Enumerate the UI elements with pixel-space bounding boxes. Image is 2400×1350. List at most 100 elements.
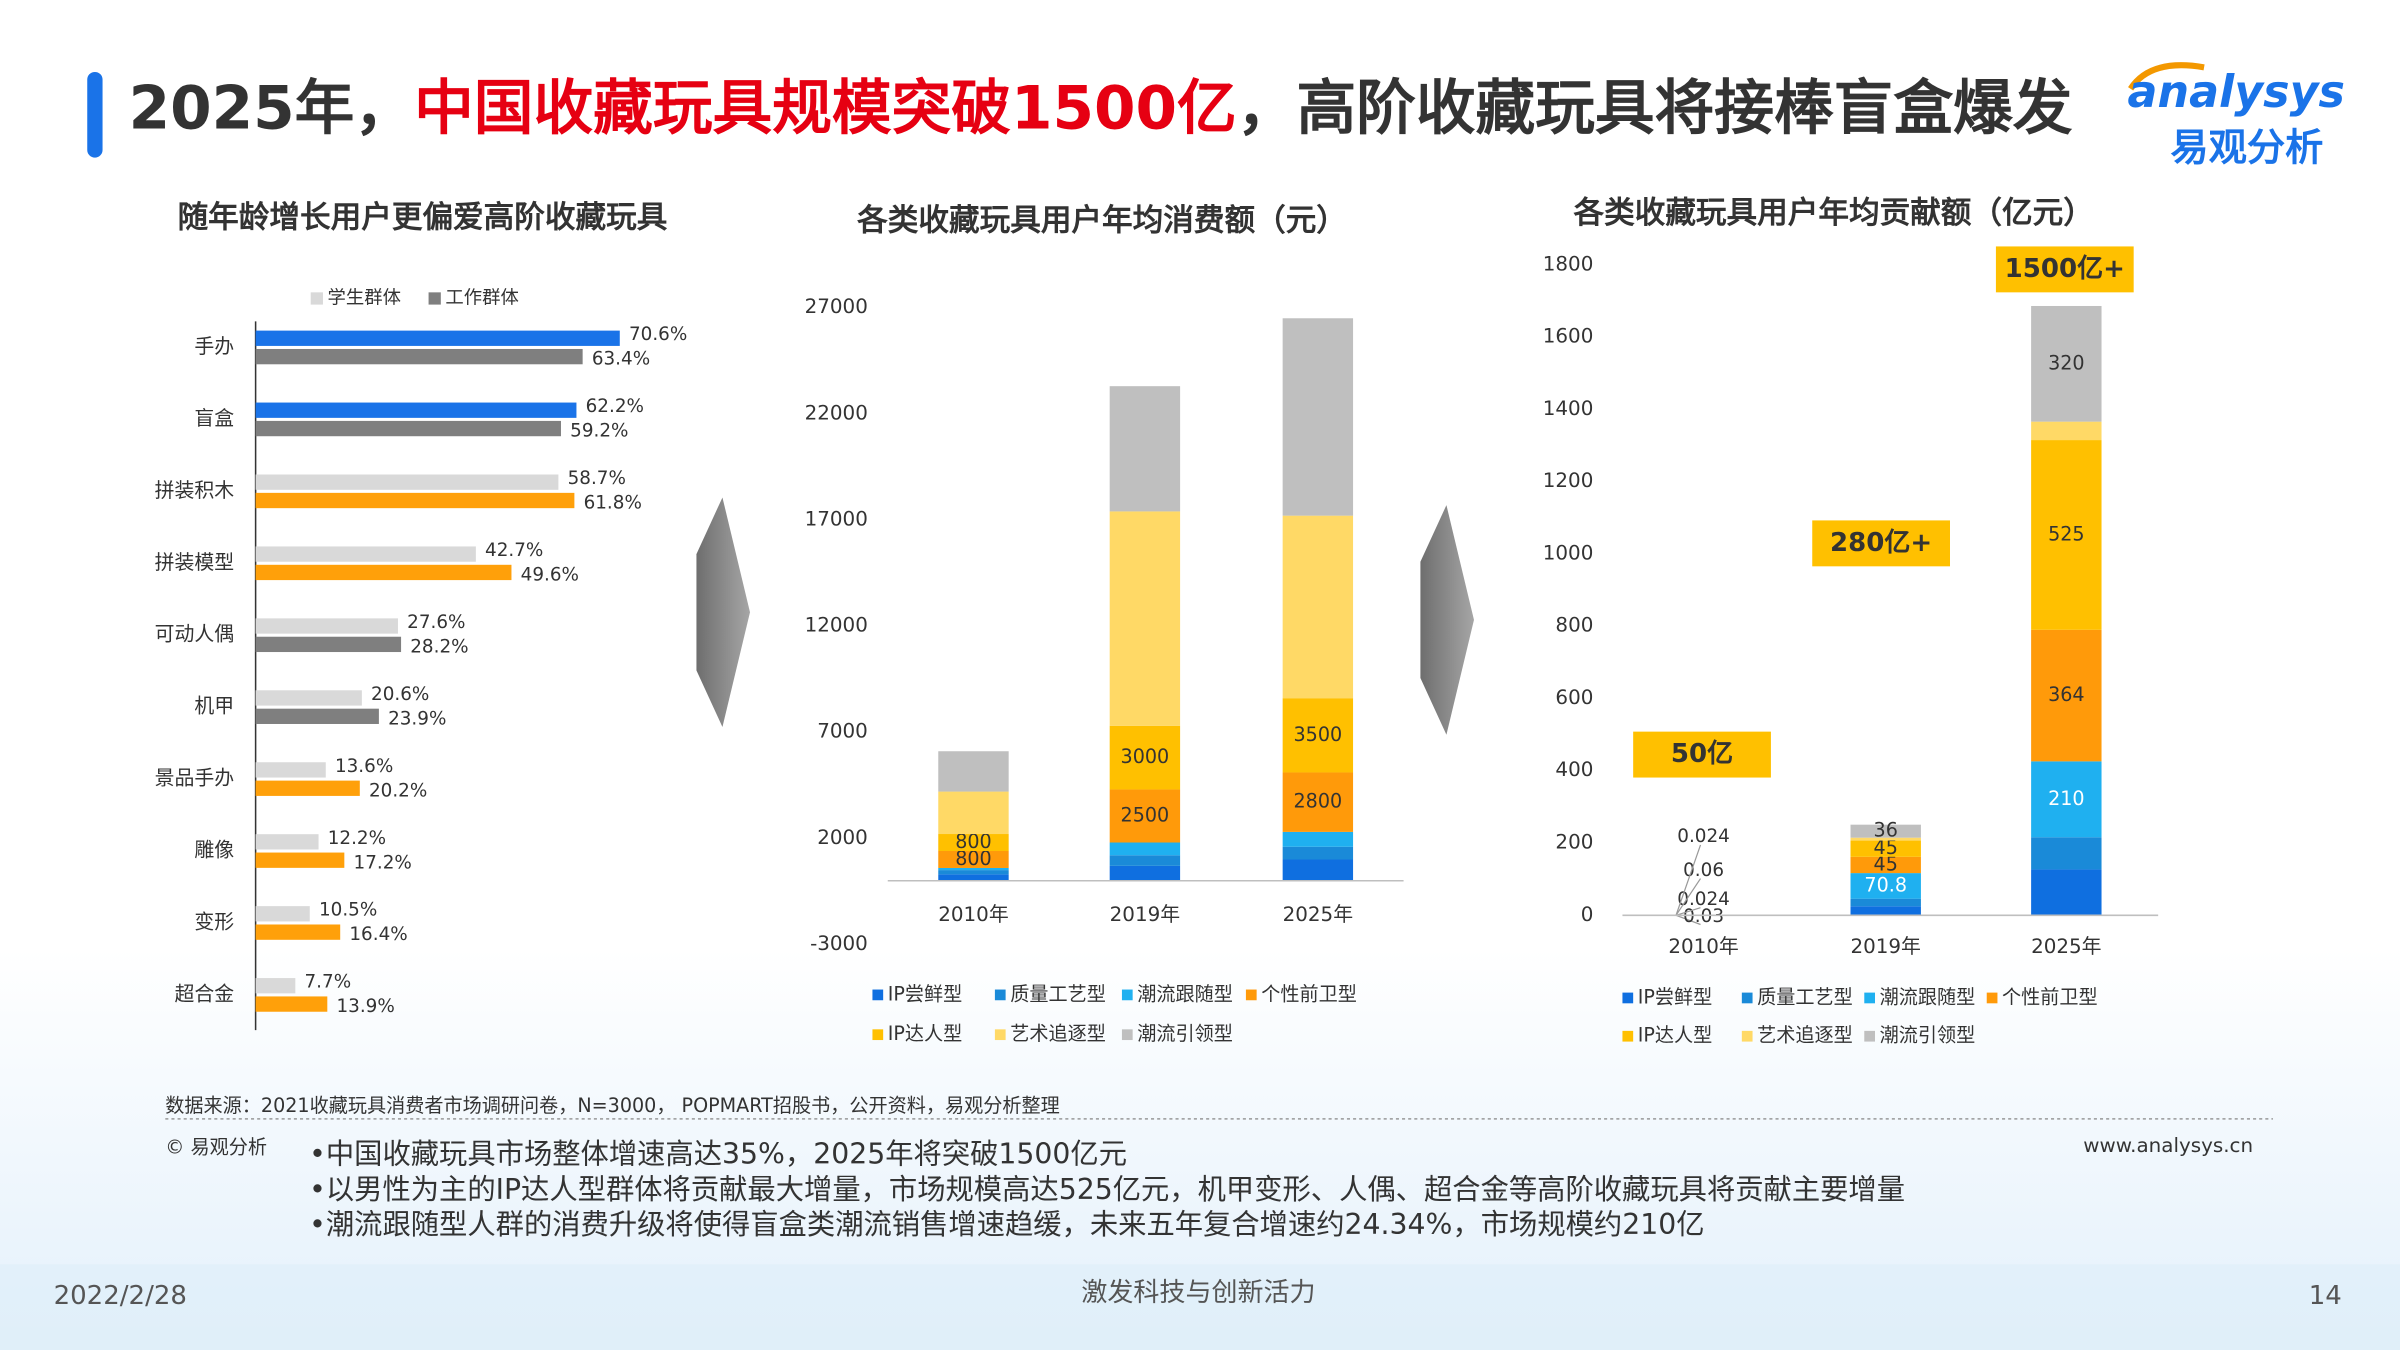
legend-swatch: [1864, 992, 1875, 1004]
y-tick-label: 800: [1555, 614, 1593, 637]
legend-label: 艺术追逐型: [1757, 1024, 1853, 1047]
legend-swatch: [1121, 1029, 1133, 1041]
y-tick-label: 1800: [1543, 252, 1594, 275]
y-tick-label: 2000: [817, 826, 868, 849]
data-label: 0.024: [1677, 826, 1730, 847]
x-tick-label: 2010年: [1668, 935, 1738, 958]
title-suffix: ，高阶收藏玩具将接棒盲盒爆发: [1237, 74, 2073, 143]
bar: [255, 762, 326, 778]
legend-swatch: [1864, 1030, 1875, 1042]
bar-segment: [1282, 846, 1354, 860]
legend-label: IP尝鲜型: [888, 982, 963, 1005]
category-label: 可动人偶: [155, 623, 235, 646]
data-label: 364: [2048, 683, 2085, 706]
bar-segment: [1850, 837, 1921, 841]
bar: [255, 636, 402, 653]
annotation-box: [1995, 246, 2134, 293]
bar: [255, 978, 296, 994]
leader-line: [1675, 878, 1702, 916]
value-label: 58.7%: [568, 468, 626, 489]
legend-swatch: [1121, 989, 1133, 1001]
legend-swatch: [310, 292, 323, 305]
legend-label: 学生群体: [328, 287, 401, 308]
y-tick-label: 17000: [805, 507, 868, 530]
data-label: 0.03: [1683, 906, 1724, 927]
legend-swatch: [994, 1029, 1006, 1041]
bar-segment: [1109, 511, 1181, 726]
leader-line: [1675, 914, 1701, 926]
copyright: © 易观分析: [165, 1135, 267, 1158]
y-tick-label: 1400: [1543, 397, 1594, 420]
bar: [255, 852, 345, 868]
bar: [255, 492, 575, 509]
legend-swatch: [1622, 992, 1634, 1004]
value-label: 10.5%: [319, 900, 377, 921]
bar: [255, 330, 620, 346]
value-label: 62.2%: [586, 396, 644, 417]
logo: analysys: [2128, 67, 2345, 118]
legend-label: 潮流跟随型: [1880, 985, 1976, 1008]
x-tick-label: 2010年: [938, 903, 1008, 926]
date: 2022/2/28: [54, 1281, 187, 1311]
data-label: 70.8: [1864, 873, 1907, 896]
data-label: 210: [2048, 787, 2085, 810]
bar: [255, 906, 310, 922]
y-tick-label: 200: [1555, 831, 1593, 854]
bar-segment: [1282, 698, 1354, 773]
category-label: 变形: [194, 910, 234, 933]
page-number: 14: [2309, 1281, 2342, 1311]
bar-segment: [2031, 837, 2102, 870]
bar: [255, 564, 512, 581]
bar-segment: [938, 751, 1009, 792]
bar-segment: [1850, 840, 1921, 857]
data-label: 2800: [1294, 790, 1343, 813]
y-tick-label: 27000: [805, 295, 868, 318]
arrow: [1420, 505, 1474, 735]
value-label: 59.2%: [570, 421, 628, 442]
bar: [255, 546, 476, 562]
bar: [255, 348, 583, 365]
bar: [255, 996, 328, 1012]
value-label: 28.2%: [410, 636, 468, 657]
bar-segment: [938, 874, 1009, 881]
bar-segment: [1109, 855, 1181, 866]
bar: [255, 474, 559, 490]
y-tick-label: 400: [1555, 758, 1593, 781]
bullet: •以男性为主的IP达人型群体将贡献最大增量，市场规模高达525亿元，机甲变形、人…: [309, 1173, 1905, 1206]
bar-segment: [2031, 761, 2102, 838]
value-label: 70.6%: [629, 324, 687, 345]
bar-segment: [938, 791, 1009, 835]
chart-title: 随年龄增长用户更偏爱高阶收藏玩具: [178, 200, 668, 235]
data-label: 36: [1874, 819, 1898, 842]
bar-segment: [1282, 772, 1354, 832]
value-label: 23.9%: [388, 708, 446, 729]
legend-label: 个性前卫型: [2002, 985, 2098, 1008]
y-tick-label: 12000: [805, 614, 868, 637]
bar: [255, 420, 561, 437]
url: www.analysys.cn: [2083, 1134, 2253, 1157]
data-label: 800: [955, 847, 992, 870]
annotation: 280亿+: [1830, 527, 1932, 558]
bar-segment: [1282, 831, 1354, 847]
bar-segment: [1109, 725, 1181, 790]
legend-label: IP达人型: [1638, 1024, 1713, 1047]
value-label: 27.6%: [407, 612, 465, 633]
data-label: 800: [955, 830, 992, 853]
bar-segment: [1109, 386, 1181, 512]
bar: [255, 690, 362, 706]
legend-label: 潮流跟随型: [1137, 982, 1233, 1005]
leader-line: [1675, 844, 1702, 916]
y-tick-label: 1600: [1543, 325, 1594, 348]
y-tick-label: 1200: [1543, 469, 1594, 492]
y-tick-label: 22000: [805, 401, 868, 424]
x-tick-label: 2025年: [1283, 903, 1353, 926]
value-label: 7.7%: [305, 972, 352, 993]
value-label: 20.2%: [369, 780, 427, 801]
bar-segment: [1850, 898, 1921, 907]
bar-segment: [1282, 318, 1354, 516]
value-label: 13.6%: [335, 756, 393, 777]
legend-label: 质量工艺型: [1757, 985, 1853, 1008]
category-label: 机甲: [194, 695, 234, 718]
legend-swatch: [428, 292, 441, 305]
value-label: 16.4%: [349, 924, 407, 945]
